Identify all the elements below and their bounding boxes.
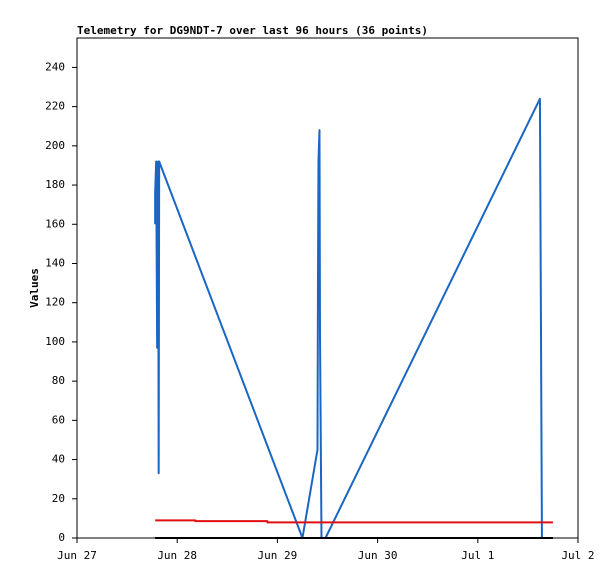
x-tick-label: Jun 28 [157,549,197,562]
series-line [154,97,553,539]
y-tick-label: 60 [52,413,65,426]
plot-area [76,37,579,539]
chart-title: Telemetry for DG9NDT-7 over last 96 hour… [77,24,428,37]
y-tick-label: 100 [45,335,65,348]
x-tick-label: Jul 2 [561,549,594,562]
y-tick-label: 180 [45,178,65,191]
y-tick-label: 120 [45,296,65,309]
y-tick-label: 140 [45,256,65,269]
series-line [155,519,553,524]
y-tick-label: 200 [45,139,65,152]
y-tick-label: 40 [52,453,65,466]
x-tick-label: Jun 27 [57,549,97,562]
x-tick-label: Jun 30 [358,549,398,562]
y-tick-label: 80 [52,374,65,387]
x-tick-label: Jul 1 [461,549,494,562]
y-tick-label: 240 [45,60,65,73]
y-tick-label: 160 [45,217,65,230]
y-tick-label: 20 [52,492,65,505]
y-tick-label: 0 [58,531,65,544]
y-axis-label: Values [28,268,41,308]
x-tick-label: Jun 29 [258,549,298,562]
y-tick-label: 220 [45,100,65,113]
